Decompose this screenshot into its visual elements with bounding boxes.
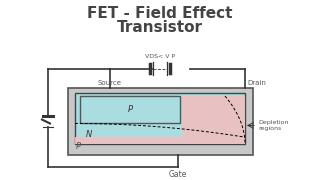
Text: FET - Field Effect: FET - Field Effect	[87, 6, 233, 21]
Text: Drain: Drain	[247, 80, 266, 86]
Text: N: N	[86, 130, 92, 139]
Bar	[80, 96, 180, 123]
Bar	[68, 88, 253, 155]
Text: Transistor: Transistor	[117, 20, 203, 35]
Text: Depletion
regions: Depletion regions	[258, 120, 289, 131]
Text: VDS< V P: VDS< V P	[145, 54, 175, 59]
Bar	[75, 93, 245, 144]
Text: P: P	[76, 143, 81, 152]
Text: Source: Source	[98, 80, 122, 86]
Polygon shape	[75, 96, 245, 144]
Text: P: P	[127, 105, 132, 114]
Text: Gate: Gate	[169, 170, 187, 179]
